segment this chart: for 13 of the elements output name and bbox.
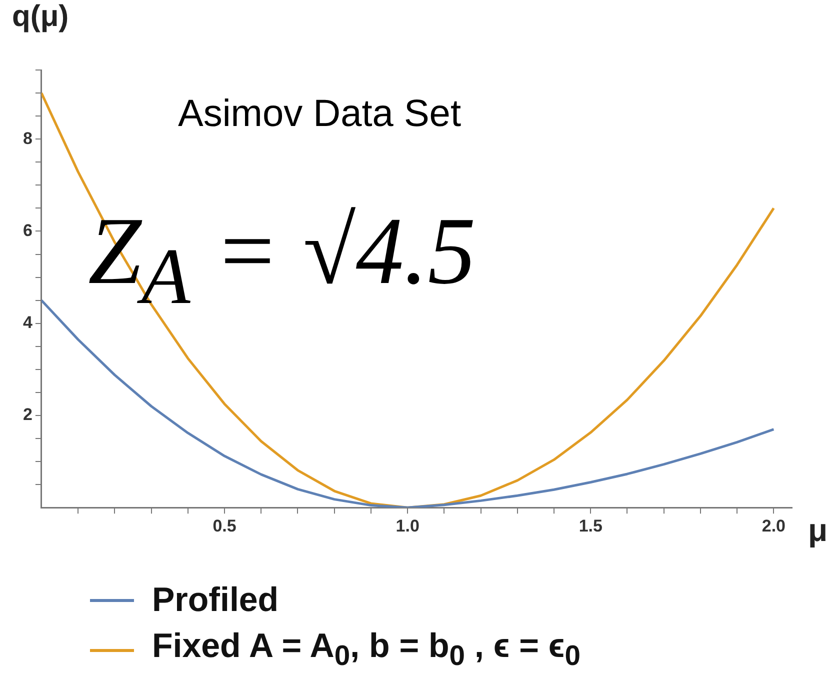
x-axis-title: μ (808, 512, 828, 549)
legend-label: Fixed A = A$_{0}$, b = b$_{0}$ , ϵ = ϵ$_{0}$ (152, 627, 580, 673)
x-tick-label: 0.5 (212, 516, 236, 536)
y-tick-label: 2 (22, 405, 32, 424)
annotation: Asimov Data Set (178, 93, 461, 136)
y-tick-label: 8 (22, 128, 32, 148)
y-axis-title: q(μ) (12, 0, 69, 34)
y-tick-label: 6 (22, 220, 32, 240)
legend-label: Profiled (152, 580, 279, 620)
y-tick-label: 4 (22, 313, 33, 332)
x-tick-label: 2.0 (762, 516, 786, 536)
x-tick-label: 1.0 (396, 516, 420, 536)
x-tick-label: 1.5 (578, 516, 602, 536)
